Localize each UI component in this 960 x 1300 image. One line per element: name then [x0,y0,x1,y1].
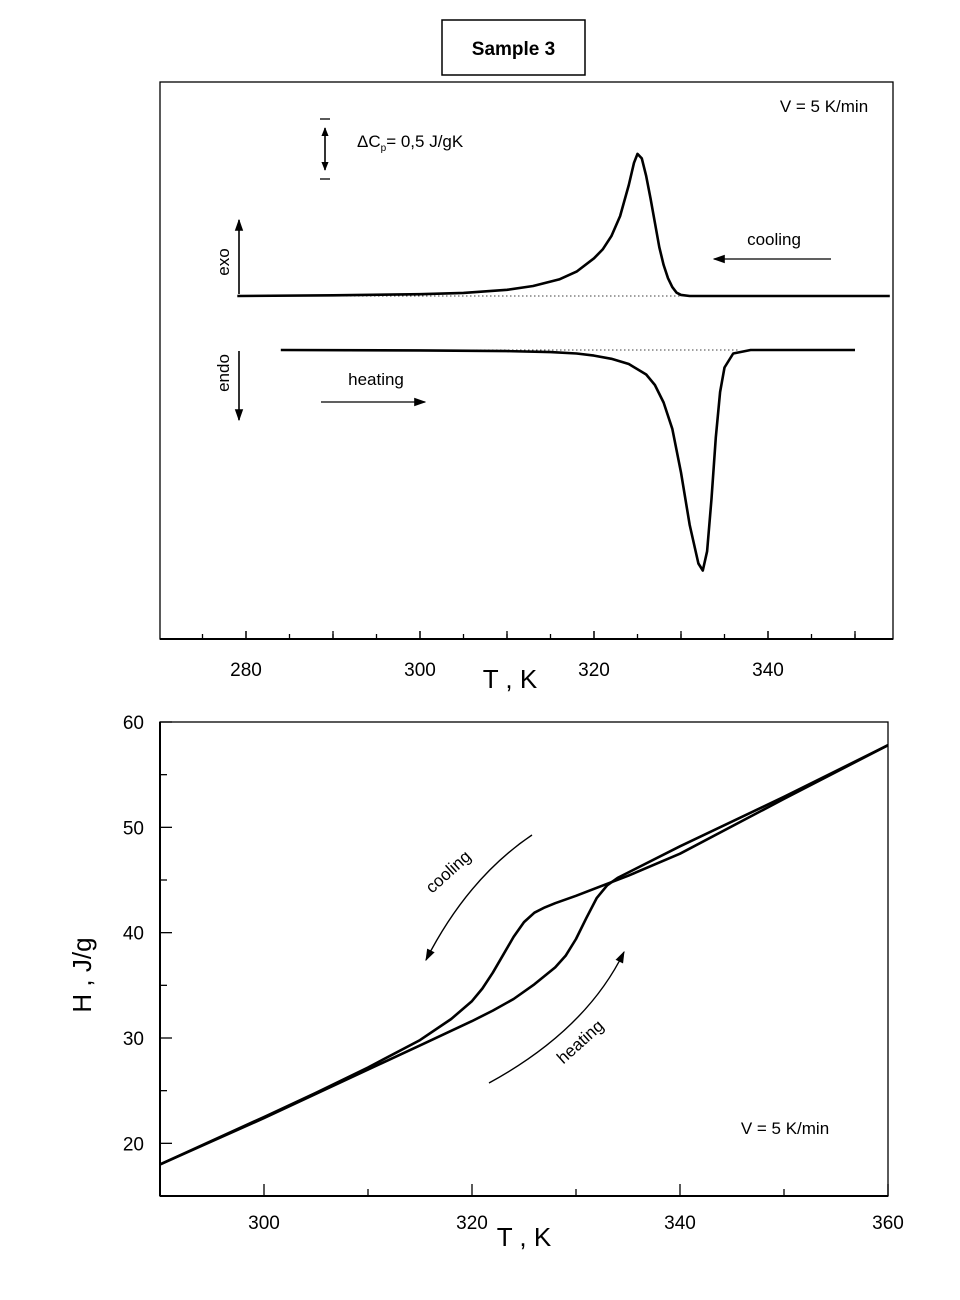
enthalpy-y-tick-label: 20 [123,1134,144,1155]
enthalpy-y-ticks: 20 30 40 50 60 [123,713,172,1197]
enthalpy-x-tick-label: 320 [456,1213,488,1234]
dsc-cooling-curve [237,152,890,298]
dsc-plot-frame [159,81,894,640]
dsc-cooling-label: cooling [747,230,801,249]
dsc-panel: 280 300 320 340 T , K V = 5 K/min ΔCp= 0,5 … [159,81,894,694]
chart-title: Sample 3 [472,39,555,60]
enthalpy-y-axis-title: H , J/g [67,937,97,1012]
dsc-x-tick-label: 320 [578,660,610,681]
enthalpy-y-tick-label: 60 [123,713,144,734]
enthalpy-heating-curve [159,744,889,1166]
enthalpy-y-tick-label: 40 [123,924,144,945]
exo-label: exo [214,248,233,275]
dsc-x-tick-label: 340 [752,660,784,681]
title-frame [441,19,586,76]
enthalpy-heating-arrow [488,950,625,1084]
dsc-x-ticks: 280 300 320 340 [201,631,856,681]
enthalpy-x-tick-label: 360 [872,1213,904,1234]
enthalpy-y-tick-label: 50 [123,818,144,839]
enthalpy-cooling-arrow [425,834,533,962]
enthalpy-x-tick-label: 300 [248,1213,280,1234]
dsc-rate-label: V = 5 K/min [780,97,868,116]
enthalpy-y-tick-label: 30 [123,1029,144,1050]
enthalpy-x-ticks: 300 320 340 360 [159,1184,904,1234]
dsc-x-tick-label: 300 [404,660,436,681]
dsc-heating-label: heating [348,370,404,389]
enthalpy-panel: 300 320 340 360 20 30 40 50 60 T , K H , J/g co… [67,713,904,1252]
endo-label: endo [214,354,233,392]
enthalpy-cooling-curve [159,744,889,1166]
title-box: Sample 3 [441,19,586,76]
enthalpy-rate-label: V = 5 K/min [741,1119,829,1138]
dsc-heating-curve [280,348,855,572]
enthalpy-x-tick-label: 340 [664,1213,696,1234]
enthalpy-heating-label: heating [553,1016,607,1067]
enthalpy-x-axis-title: T , K [497,1222,552,1252]
enthalpy-cooling-label: cooling [422,847,475,897]
scale-bar-label: ΔCp= 0,5 J/gK [357,132,464,154]
dsc-x-tick-label: 280 [230,660,262,681]
dsc-x-axis-title: T , K [483,664,538,694]
